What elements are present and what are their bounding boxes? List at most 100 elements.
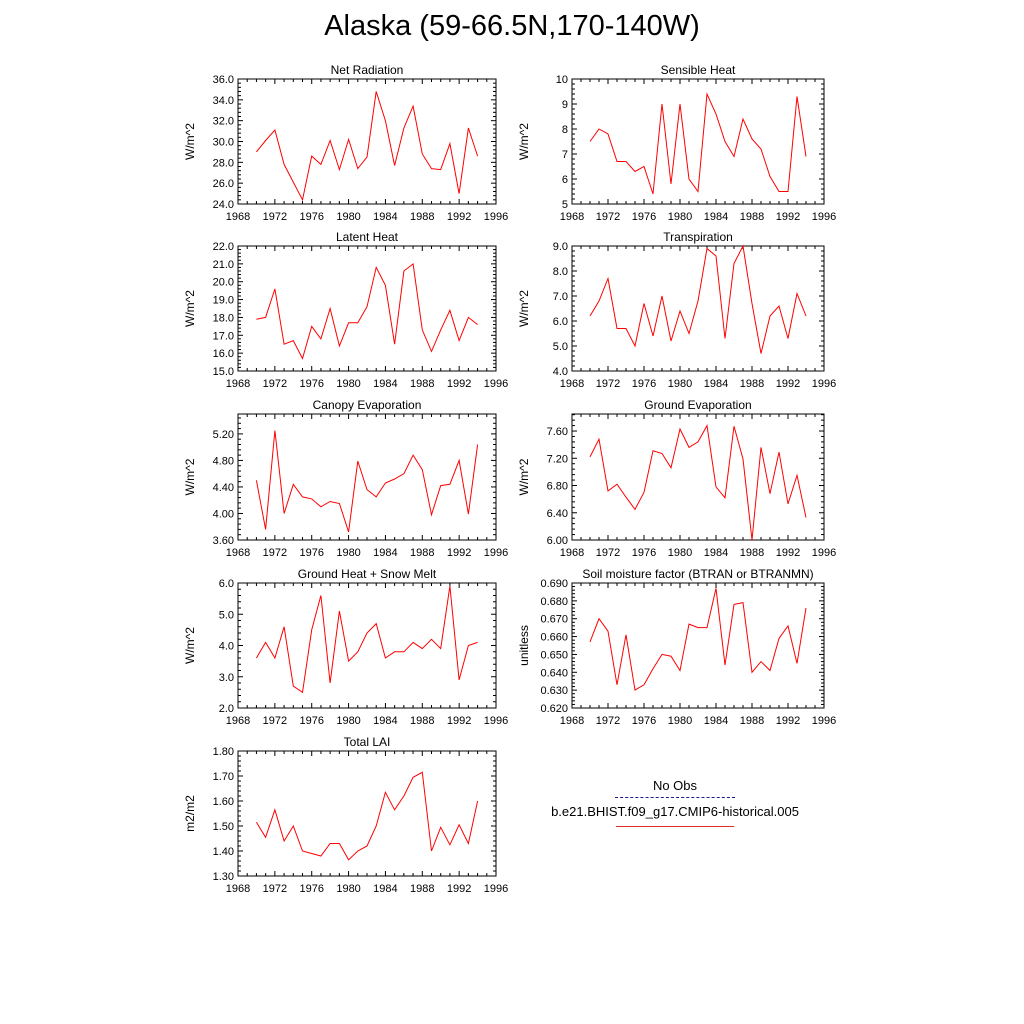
x-tick-label: 1996 xyxy=(484,883,508,895)
y-tick-label: 4.0 xyxy=(553,366,568,378)
y-tick-label: 30.0 xyxy=(213,137,234,149)
y-tick-label: 3.60 xyxy=(213,535,234,547)
x-tick-label: 1992 xyxy=(447,883,471,895)
panel-title: Net Radiation xyxy=(331,63,404,77)
x-tick-label: 1988 xyxy=(740,715,764,727)
x-tick-label: 1980 xyxy=(336,715,360,727)
y-tick-label: 8.0 xyxy=(553,266,568,278)
y-axis-label: W/m^2 xyxy=(183,290,197,327)
x-tick-label: 1996 xyxy=(812,715,836,727)
x-tick-label: 1996 xyxy=(484,715,508,727)
y-axis-label: W/m^2 xyxy=(517,123,531,160)
y-tick-label: 2.0 xyxy=(219,703,234,715)
x-tick-label: 1968 xyxy=(560,547,584,559)
x-tick-label: 1972 xyxy=(596,715,620,727)
panel-3: Latent Heat W/m^2 1968 1972 1976 1980 1984 1988… xyxy=(183,230,508,390)
x-tick-label: 1972 xyxy=(263,715,287,727)
y-tick-label: 34.0 xyxy=(213,95,234,107)
y-tick-label: 21.0 xyxy=(213,259,234,271)
series-line-model xyxy=(256,262,478,360)
panel-title: Sensible Heat xyxy=(661,63,736,77)
x-tick-label: 1968 xyxy=(226,211,250,223)
x-tick-label: 1976 xyxy=(632,211,656,223)
panel-7: Ground Heat + Snow Melt W/m^2 1968 1972 1976… xyxy=(183,567,508,727)
plot-frame xyxy=(571,245,825,372)
y-tick-label: 0.660 xyxy=(540,632,568,644)
y-tick-label: 15.0 xyxy=(213,366,234,378)
y-axis-label: unitless xyxy=(517,625,531,666)
y-tick-label: 4.0 xyxy=(219,641,234,653)
x-tick-label: 1976 xyxy=(299,547,323,559)
x-tick-label: 1996 xyxy=(812,547,836,559)
x-tick-label: 1968 xyxy=(226,715,250,727)
x-tick-label: 1984 xyxy=(373,547,397,559)
y-tick-label: 1.70 xyxy=(213,771,234,783)
plot-frame xyxy=(571,78,825,205)
x-tick-label: 1984 xyxy=(373,715,397,727)
series-line-model xyxy=(589,588,807,691)
series-line-model xyxy=(256,91,479,202)
panel-title: Soil moisture factor (BTRAN or BTRANMN) xyxy=(582,567,813,581)
y-tick-label: 36.0 xyxy=(213,74,234,86)
y-tick-label: 9.0 xyxy=(553,241,568,253)
plot-frame xyxy=(237,750,497,877)
x-tick-label: 1968 xyxy=(560,715,584,727)
y-axis-label: W/m^2 xyxy=(517,290,531,327)
x-tick-label: 1996 xyxy=(812,211,836,223)
x-tick-label: 1984 xyxy=(373,378,397,390)
x-tick-label: 1980 xyxy=(668,378,692,390)
y-tick-label: 6.80 xyxy=(547,481,568,493)
x-tick-label: 1992 xyxy=(447,378,471,390)
legend-obs-line xyxy=(615,797,735,798)
y-tick-label: 0.680 xyxy=(540,596,568,608)
x-tick-label: 1972 xyxy=(596,547,620,559)
y-tick-label: 1.60 xyxy=(213,796,234,808)
series-line-model xyxy=(255,586,478,694)
legend: No Obs b.e21.BHIST.f09_g17.CMIP6-histori… xyxy=(520,778,830,827)
y-tick-label: 19.0 xyxy=(213,295,234,307)
y-tick-label: 1.80 xyxy=(213,746,234,758)
y-tick-label: 4.40 xyxy=(213,482,234,494)
x-tick-label: 1968 xyxy=(226,547,250,559)
x-tick-label: 1988 xyxy=(410,715,434,727)
x-tick-label: 1968 xyxy=(560,211,584,223)
y-tick-label: 6.0 xyxy=(553,316,568,328)
panel-title: Ground Evaporation xyxy=(644,398,751,412)
panel-8: Soil moisture factor (BTRAN or BTRANMN) u… xyxy=(517,567,836,727)
x-tick-label: 1972 xyxy=(596,211,620,223)
x-tick-label: 1976 xyxy=(632,547,656,559)
x-tick-label: 1972 xyxy=(263,211,287,223)
y-tick-label: 28.0 xyxy=(213,157,234,169)
panel-9: Total LAI m2/m2 1968 1972 1976 1980 1984 1988 19… xyxy=(183,735,508,895)
panel-4: Transpiration W/m^2 1968 1972 1976 1980 1984 19… xyxy=(517,230,836,390)
x-tick-label: 1992 xyxy=(776,211,800,223)
y-axis-label: W/m^2 xyxy=(183,123,197,160)
legend-obs-label: No Obs xyxy=(652,778,698,793)
x-tick-label: 1980 xyxy=(336,547,360,559)
x-tick-label: 1980 xyxy=(668,211,692,223)
y-axis-label: W/m^2 xyxy=(183,458,197,495)
y-tick-label: 6 xyxy=(562,174,568,186)
y-tick-label: 0.640 xyxy=(540,667,568,679)
y-tick-label: 16.0 xyxy=(213,348,234,360)
panel-1: Net Radiation W/m^2 1968 1972 1976 1980 1984 19… xyxy=(183,63,508,223)
legend-model-label: b.e21.BHIST.f09_g17.CMIP6-historical.005 xyxy=(551,804,799,819)
y-tick-label: 18.0 xyxy=(213,312,234,324)
x-tick-label: 1992 xyxy=(447,547,471,559)
y-tick-label: 7.20 xyxy=(547,453,568,465)
y-tick-label: 0.670 xyxy=(540,614,568,626)
x-tick-label: 1976 xyxy=(299,378,323,390)
series-line-model xyxy=(255,430,479,533)
y-tick-label: 1.40 xyxy=(213,846,234,858)
y-tick-label: 6.00 xyxy=(547,535,568,547)
plot-frame xyxy=(237,413,497,541)
y-tick-label: 22.0 xyxy=(213,241,234,253)
x-tick-label: 1988 xyxy=(740,378,764,390)
x-tick-label: 1996 xyxy=(484,211,508,223)
plot-frame xyxy=(237,245,497,372)
y-tick-label: 6.40 xyxy=(547,508,568,520)
y-tick-label: 20.0 xyxy=(213,277,234,289)
x-tick-label: 1984 xyxy=(373,211,397,223)
y-tick-label: 7.60 xyxy=(547,426,568,438)
series-line-model xyxy=(255,771,479,861)
